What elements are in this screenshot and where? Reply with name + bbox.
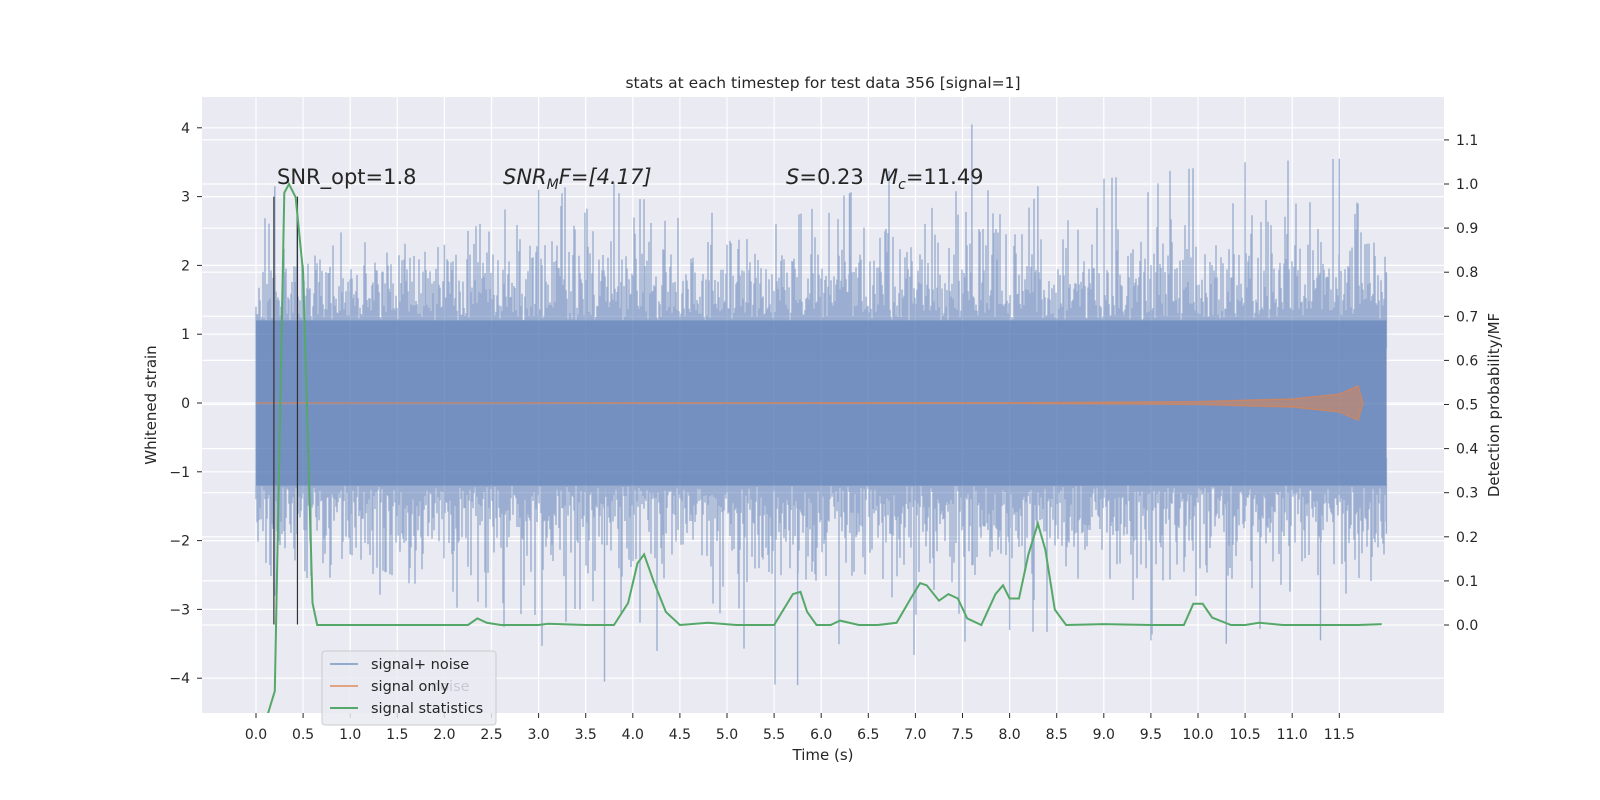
y2-tick-label: 0.7 <box>1456 309 1478 325</box>
x-axis-ticks: 0.0 0.5 1.0 1.5 2.0 2.5 3.0 3.5 4.0 4.5 5.0 5.5 6.0 6… <box>245 713 1355 743</box>
x-tick-label: 1.0 <box>339 727 361 743</box>
y2-axis-title: Detection probability/MF <box>1485 313 1503 497</box>
x-tick-label: 8.5 <box>1046 727 1068 743</box>
annotation-mc: Mc=11.49 <box>880 165 984 193</box>
annotation-s: S=0.23 <box>786 165 864 189</box>
y-tick-label: 0 <box>181 396 190 412</box>
x-tick-label: 2.0 <box>433 727 455 743</box>
y2-axis-ticks: 0.0 0.1 0.2 0.3 0.4 0.5 0.6 0.7 0.8 0.9 1.0 1.1 <box>1444 133 1478 634</box>
y-tick-label: 4 <box>181 121 190 137</box>
y2-tick-label: 0.8 <box>1456 265 1478 281</box>
x-tick-label: 9.0 <box>1093 727 1115 743</box>
legend-ghost-label: noise <box>431 679 470 695</box>
signal-statistics-line <box>267 181 1382 713</box>
x-tick-label: 6.0 <box>810 727 832 743</box>
vertical-markers <box>273 196 299 625</box>
annotations: SNR_opt=1.8 SNRMF=[4.17] S=0.23 Mc=11.49 <box>277 165 984 193</box>
y-axis-ticks: −4 −3 −2 −1 0 1 2 3 4 <box>169 121 202 687</box>
x-tick-label: 7.0 <box>904 727 926 743</box>
y2-tick-label: 0.9 <box>1456 221 1478 237</box>
x-tick-label: 0.5 <box>292 727 314 743</box>
y-tick-label: −1 <box>169 465 190 481</box>
x-tick-label: 11.5 <box>1324 727 1355 743</box>
signal-only-series <box>255 384 1364 422</box>
annotation-snr-opt: SNR_opt=1.8 <box>277 165 417 190</box>
x-tick-label: 10.5 <box>1230 727 1261 743</box>
legend-label-signal-only: signal only <box>371 679 450 695</box>
x-tick-label: 5.5 <box>763 727 785 743</box>
y-tick-label: 3 <box>181 190 190 206</box>
x-tick-label: 9.5 <box>1140 727 1162 743</box>
x-tick-label: 0.0 <box>245 727 267 743</box>
y2-tick-label: 0.1 <box>1456 574 1478 590</box>
x-tick-label: 2.5 <box>480 727 502 743</box>
x-tick-label: 3.0 <box>527 727 549 743</box>
y-tick-label: 1 <box>181 327 190 343</box>
x-tick-label: 10.0 <box>1182 727 1213 743</box>
x-tick-label: 11.0 <box>1277 727 1308 743</box>
y-tick-label: −2 <box>169 534 190 550</box>
x-axis-title: Time (s) <box>792 746 854 764</box>
y-tick-label: −4 <box>169 671 190 687</box>
legend-label-signal-statistics: signal statistics <box>371 701 483 717</box>
x-tick-label: 3.5 <box>575 727 597 743</box>
y-tick-label: −3 <box>169 602 190 618</box>
y2-tick-label: 0.4 <box>1456 442 1478 458</box>
x-tick-label: 4.5 <box>669 727 691 743</box>
y2-tick-label: 0.5 <box>1456 398 1478 414</box>
signal-only-envelope <box>255 384 1364 422</box>
annotation-snr-mf: SNRMF=[4.17] <box>503 165 652 193</box>
y2-tick-label: 1.1 <box>1456 133 1478 149</box>
data-layer <box>255 124 1388 713</box>
chart-title: stats at each timestep for test data 356… <box>625 74 1020 92</box>
y2-tick-label: 0.6 <box>1456 353 1478 369</box>
y2-tick-label: 1.0 <box>1456 177 1478 193</box>
signal-statistics-series <box>267 181 1382 713</box>
y-axis-title: Whitened strain <box>142 345 160 464</box>
y2-tick-label: 0.0 <box>1456 618 1478 634</box>
y2-tick-label: 0.3 <box>1456 486 1478 502</box>
y2-tick-label: 0.2 <box>1456 530 1478 546</box>
x-tick-label: 7.5 <box>951 727 973 743</box>
x-tick-label: 1.5 <box>386 727 408 743</box>
x-tick-label: 6.5 <box>857 727 879 743</box>
legend: signal+ noise noise signal only signal s… <box>321 650 497 726</box>
x-tick-label: 4.0 <box>622 727 644 743</box>
legend-label-signal-noise: signal+ noise <box>371 657 469 673</box>
x-tick-label: 8.0 <box>998 727 1020 743</box>
legend-box <box>321 650 497 726</box>
x-tick-label: 5.0 <box>716 727 738 743</box>
y-tick-label: 2 <box>181 258 190 274</box>
